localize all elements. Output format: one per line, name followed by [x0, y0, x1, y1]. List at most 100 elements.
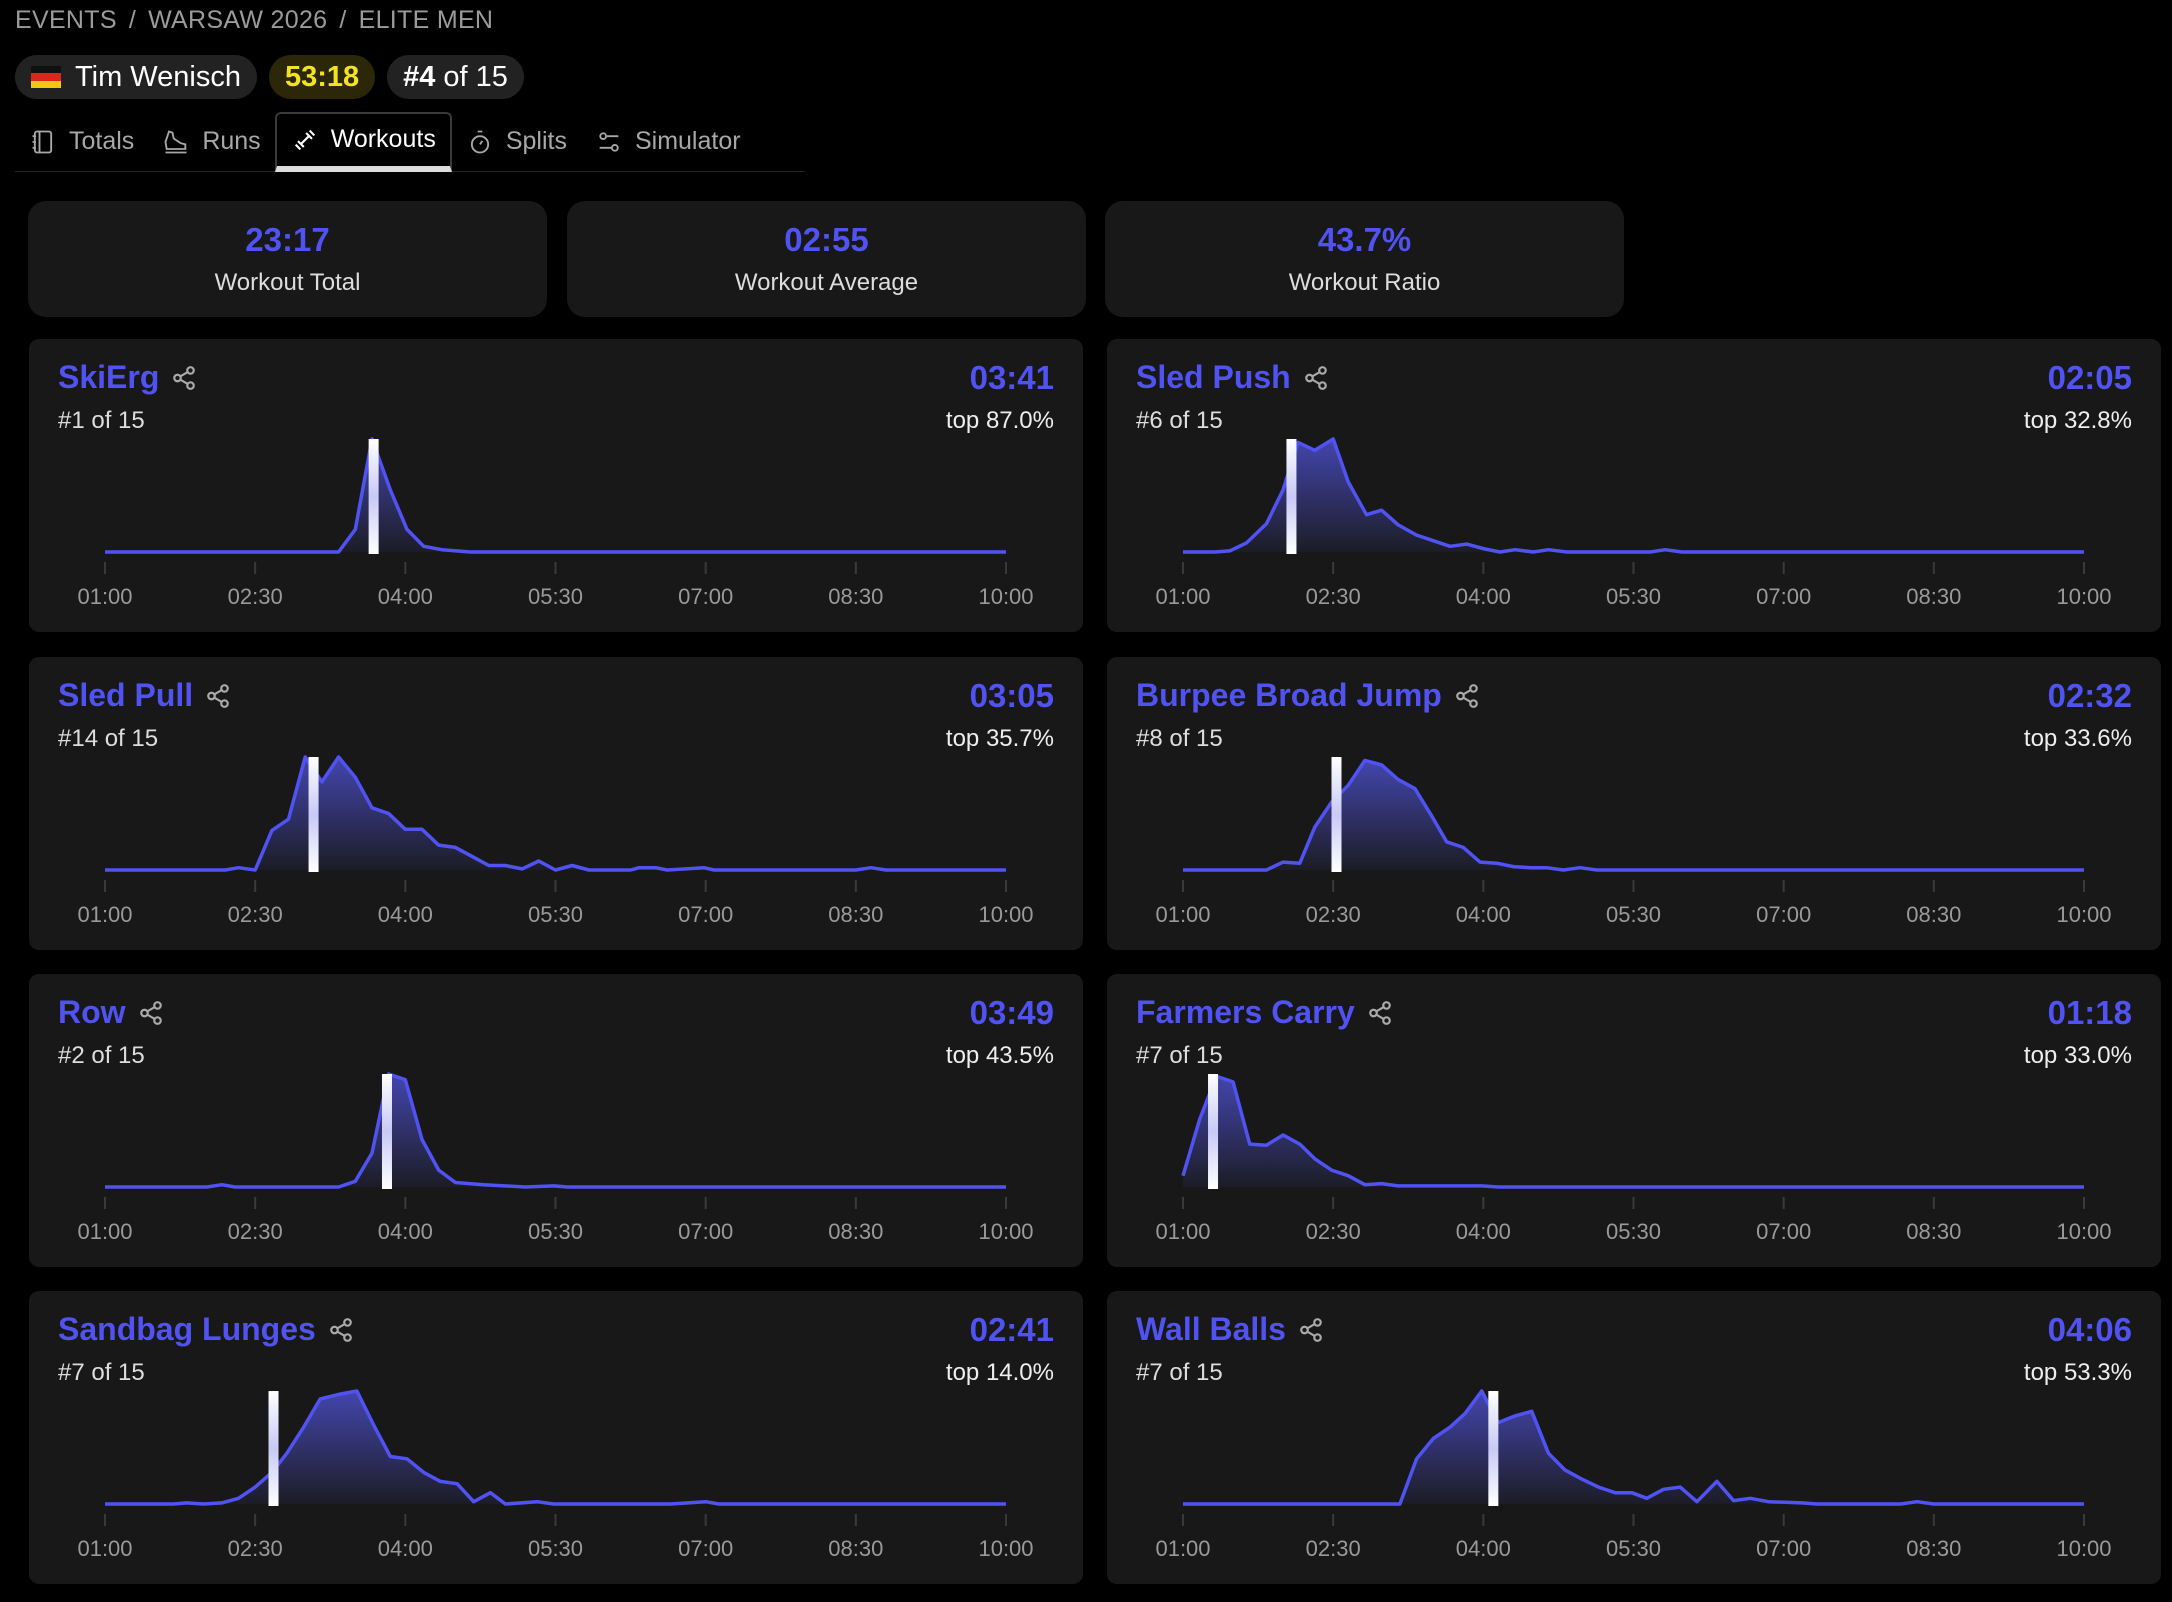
share-icon[interactable] — [328, 1317, 354, 1343]
x-tick-label: 04:00 — [378, 1219, 433, 1244]
breadcrumb-separator: / — [339, 6, 347, 34]
share-icon[interactable] — [1367, 1000, 1393, 1026]
workout-title[interactable]: Sled Pull — [58, 677, 231, 714]
x-tick-label: 02:30 — [1306, 902, 1361, 927]
workout-time: 04:06 — [2047, 1311, 2132, 1348]
x-tick-label: 01:00 — [77, 1219, 132, 1244]
x-tick-label: 10:00 — [2056, 902, 2111, 927]
x-tick-label: 01:00 — [1155, 1219, 1210, 1244]
athlete-marker — [308, 757, 319, 872]
workout-name: Wall Balls — [1136, 1311, 1286, 1347]
breadcrumb-event[interactable]: WARSAW 2026 — [148, 6, 328, 34]
workout-name: Sandbag Lunges — [58, 1311, 316, 1347]
distribution-area — [1183, 1391, 2084, 1504]
workout-card-farmers-carry: 01:00 02:30 04:00 05:30 07:00 08:30 10:00 Farm… — [1107, 974, 2161, 1267]
workout-percentile: top 14.0% — [945, 1359, 1054, 1386]
share-icon[interactable] — [171, 365, 197, 391]
x-tick-label: 04:00 — [1456, 902, 1511, 927]
notebook-icon — [32, 130, 53, 153]
x-tick-label: 04:00 — [378, 584, 433, 609]
x-tick-label: 02:30 — [1306, 1536, 1361, 1561]
x-tick-label: 08:30 — [828, 1219, 883, 1244]
stopwatch-icon — [470, 130, 489, 153]
workout-rank: #14 of 15 — [58, 725, 159, 752]
workout-name: Burpee Broad Jump — [1136, 677, 1442, 713]
workout-title[interactable]: Farmers Carry — [1136, 994, 1393, 1031]
breadcrumb: EVENTS / WARSAW 2026 / ELITE MEN — [15, 6, 493, 35]
x-tick-label: 08:30 — [828, 1536, 883, 1561]
workout-name: Sled Push — [1136, 359, 1291, 395]
breadcrumb-events[interactable]: EVENTS — [15, 6, 117, 34]
x-tick-label: 05:30 — [1606, 1219, 1661, 1244]
distribution-line — [105, 1389, 1006, 1506]
distribution-area — [1183, 1076, 2084, 1187]
workout-percentile: top 87.0% — [945, 407, 1054, 434]
workout-percentile: top 33.6% — [2023, 725, 2132, 752]
tab-label: Workouts — [330, 125, 436, 153]
workout-title[interactable]: Sled Push — [1136, 359, 1329, 396]
tab-workouts[interactable]: Workouts — [274, 111, 452, 172]
share-icon[interactable] — [1303, 365, 1329, 391]
workout-title[interactable]: SkiErg — [58, 359, 197, 396]
workout-title[interactable]: Burpee Broad Jump — [1136, 677, 1480, 714]
workout-rank: #1 of 15 — [58, 407, 145, 434]
x-tick-label: 08:30 — [1906, 1219, 1961, 1244]
workout-time: 03:41 — [969, 359, 1054, 396]
tab-splits[interactable]: Splits — [452, 112, 581, 172]
workout-title[interactable]: Wall Balls — [1136, 1311, 1324, 1348]
workout-title[interactable]: Row — [58, 994, 164, 1031]
workout-card-sandbag-lunges: 01:00 02:30 04:00 05:30 07:00 08:30 10:00 Sand… — [29, 1291, 1083, 1584]
summary-label: Workout Ratio — [1288, 269, 1441, 296]
workout-rank: #7 of 15 — [1136, 1042, 1223, 1069]
share-icon[interactable] — [205, 683, 231, 709]
x-tick-label: 01:00 — [1155, 1536, 1210, 1561]
x-tick-label: 08:30 — [828, 902, 883, 927]
sliders-icon — [599, 131, 619, 152]
dumbbell-icon — [294, 129, 315, 150]
share-icon[interactable] — [1298, 1317, 1324, 1343]
rank-pill: #4 of 15 — [387, 55, 524, 99]
x-tick-label: 05:30 — [1606, 1536, 1661, 1561]
x-tick-label: 01:00 — [77, 584, 132, 609]
x-tick-label: 01:00 — [1155, 584, 1210, 609]
x-tick-label: 10:00 — [2056, 584, 2111, 609]
share-icon[interactable] — [138, 1000, 164, 1026]
tab-simulator[interactable]: Simulator — [581, 112, 755, 172]
summary-value: 23:17 — [245, 221, 330, 258]
x-tick-label: 07:00 — [1756, 584, 1811, 609]
workout-title[interactable]: Sandbag Lunges — [58, 1311, 354, 1348]
workout-rank: #7 of 15 — [58, 1359, 145, 1386]
x-tick-label: 04:00 — [1456, 584, 1511, 609]
distribution-area — [105, 757, 1006, 870]
rank-total: of 15 — [443, 60, 508, 93]
x-tick-label: 02:30 — [228, 902, 283, 927]
x-tick-label: 08:30 — [1906, 902, 1961, 927]
distribution-area — [105, 1074, 1006, 1187]
distribution-line — [1181, 1074, 2084, 1189]
distribution-chart: 01:00 02:30 04:00 05:30 07:00 08:30 10:00 — [77, 1072, 1034, 1244]
tab-runs[interactable]: Runs — [148, 112, 274, 172]
tab-label: Totals — [69, 127, 135, 155]
x-tick-label: 07:00 — [678, 1219, 733, 1244]
distribution-area — [1183, 439, 2084, 552]
distribution-line — [105, 437, 1006, 554]
x-tick-label: 02:30 — [1306, 584, 1361, 609]
x-tick-label: 04:00 — [1456, 1536, 1511, 1561]
tab-label: Splits — [505, 127, 567, 155]
x-tick-label: 08:30 — [828, 584, 883, 609]
workout-time: 02:41 — [969, 1311, 1054, 1348]
x-tick-label: 01:00 — [77, 902, 132, 927]
x-tick-label: 07:00 — [1756, 1219, 1811, 1244]
x-tick-label: 10:00 — [2056, 1536, 2111, 1561]
athlete-marker — [1488, 1391, 1499, 1506]
distribution-chart: 01:00 02:30 04:00 05:30 07:00 08:30 10:00 — [1155, 437, 2112, 609]
tab-totals[interactable]: Totals — [15, 112, 148, 172]
x-tick-label: 07:00 — [678, 584, 733, 609]
tab-bar: Totals Runs Workouts Splits Simulator — [15, 111, 805, 172]
x-tick-label: 08:30 — [1906, 584, 1961, 609]
distribution-line — [105, 1072, 1006, 1189]
x-tick-label: 10:00 — [978, 1536, 1033, 1561]
athlete-name: Tim Wenisch — [75, 60, 241, 93]
share-icon[interactable] — [1454, 683, 1480, 709]
distribution-line — [1183, 437, 2084, 554]
